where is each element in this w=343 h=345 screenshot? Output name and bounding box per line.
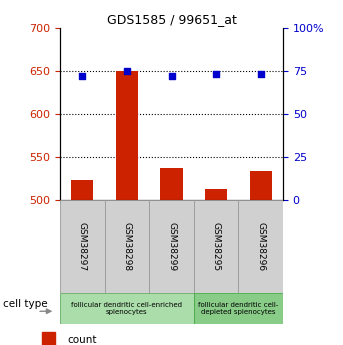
Text: GSM38298: GSM38298 — [122, 222, 131, 271]
Bar — [205, 189, 227, 200]
Bar — [116, 71, 138, 200]
Text: follicular dendritic cell-enriched
splenocytes: follicular dendritic cell-enriched splen… — [71, 302, 182, 315]
Text: GSM38296: GSM38296 — [256, 222, 265, 271]
Point — [124, 68, 130, 73]
Bar — [60, 293, 194, 324]
Point — [258, 71, 263, 77]
Point — [80, 73, 85, 79]
Bar — [42, 332, 56, 345]
Text: GSM38297: GSM38297 — [78, 222, 87, 271]
Text: follicular dendritic cell-
depleted splenocytes: follicular dendritic cell- depleted sple… — [198, 302, 279, 315]
Text: GSM38295: GSM38295 — [212, 222, 221, 271]
Bar — [149, 200, 194, 293]
Point — [213, 71, 219, 77]
Text: GSM38299: GSM38299 — [167, 222, 176, 271]
Point — [169, 73, 174, 79]
Bar — [105, 200, 149, 293]
Bar — [238, 200, 283, 293]
Bar — [71, 180, 93, 200]
Text: count: count — [68, 335, 97, 345]
Bar — [160, 168, 182, 200]
Bar — [194, 293, 283, 324]
Text: cell type: cell type — [3, 299, 48, 309]
Bar — [60, 200, 105, 293]
Bar — [194, 200, 238, 293]
Bar — [249, 171, 272, 200]
Title: GDS1585 / 99651_at: GDS1585 / 99651_at — [107, 13, 236, 27]
